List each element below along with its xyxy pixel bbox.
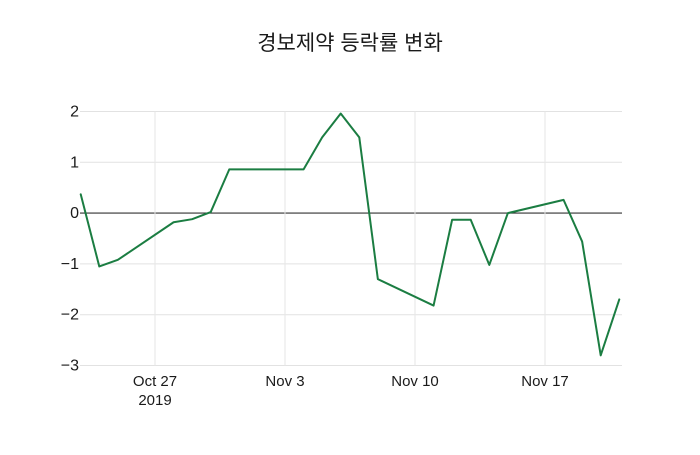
svg-text:−1: −1	[61, 256, 79, 273]
svg-text:Nov 17: Nov 17	[521, 373, 569, 390]
svg-text:2019: 2019	[138, 392, 171, 409]
svg-text:0: 0	[70, 205, 79, 222]
svg-text:1: 1	[70, 154, 79, 171]
svg-text:−3: −3	[61, 358, 79, 375]
svg-text:Nov 10: Nov 10	[391, 373, 439, 390]
svg-text:Nov 3: Nov 3	[265, 373, 304, 390]
svg-text:−2: −2	[61, 307, 79, 324]
svg-text:Oct 27: Oct 27	[133, 373, 177, 390]
svg-text:2: 2	[70, 104, 79, 121]
